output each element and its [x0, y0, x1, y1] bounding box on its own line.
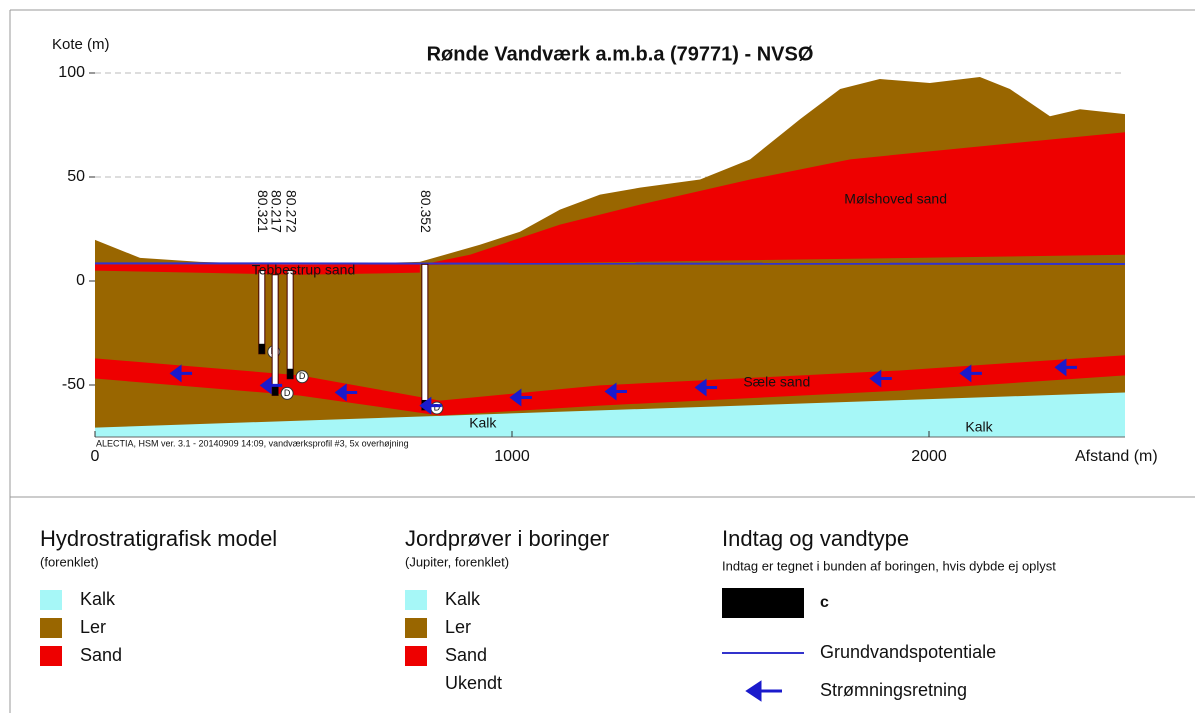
- borehole-marker: D: [434, 402, 441, 412]
- legend-swatch: [405, 618, 427, 638]
- x-axis-label: Afstand (m): [1075, 448, 1158, 465]
- y-tick-label: -50: [62, 376, 85, 393]
- legend-label: Kalk: [80, 589, 116, 609]
- legend-subtitle: (Jupiter, forenklet): [405, 554, 509, 569]
- borehole-marker: D: [299, 371, 306, 381]
- page: Rønde Vandværk a.m.b.a (79771) - NVSØ Ko…: [0, 0, 1195, 713]
- legend-title: Hydrostratigrafisk model: [40, 526, 277, 551]
- legend-label: Ler: [80, 617, 106, 637]
- layer-label: Kalk: [965, 418, 993, 434]
- y-tick-label: 0: [76, 272, 85, 289]
- layer-label: Mølshoved sand: [844, 191, 947, 207]
- layer-label: Tebbestrup sand: [252, 261, 356, 277]
- legend-swatch: [405, 646, 427, 666]
- y-tick-label: 100: [58, 64, 85, 81]
- borehole: [422, 264, 428, 410]
- borehole-marker: D: [284, 388, 291, 398]
- x-tick-label: 2000: [911, 448, 947, 465]
- chart-title: Rønde Vandværk a.m.b.a (79771) - NVSØ: [427, 43, 814, 65]
- legend-label: Sand: [445, 645, 487, 665]
- groundwater-line: [95, 263, 1125, 264]
- legend-swatch: [40, 646, 62, 666]
- x-tick-label: 0: [91, 448, 100, 465]
- legend-subtitle: (forenklet): [40, 554, 99, 569]
- legend-label: Sand: [80, 645, 122, 665]
- borehole: [259, 271, 265, 354]
- legend-label: Strømningsretning: [820, 680, 967, 700]
- layer-label: Kalk: [469, 414, 497, 430]
- borehole: [272, 275, 278, 396]
- legend-label: Grundvandspotentiale: [820, 642, 996, 662]
- legend-arrow: [748, 683, 782, 699]
- borehole-intake: [287, 369, 293, 379]
- x-tick-label: 1000: [494, 448, 530, 465]
- legend-swatch: [40, 590, 62, 610]
- borehole-intake: [259, 344, 265, 354]
- legend-swatch: [722, 588, 804, 618]
- legend-swatch: [40, 618, 62, 638]
- y-axis-label: Kote (m): [52, 36, 110, 53]
- legend-title: Indtag og vandtype: [722, 526, 909, 551]
- legend-subtitle: Indtag er tegnet i bunden af boringen, h…: [722, 558, 1056, 573]
- legend-label: c: [820, 594, 829, 611]
- legend-swatch: [405, 590, 427, 610]
- legend-label: Kalk: [445, 589, 481, 609]
- footer-note: ALECTIA, HSM ver. 3.1 - 20140909 14:09, …: [96, 438, 409, 448]
- legend-title: Jordprøver i boringer: [405, 526, 609, 551]
- legend-label: Ukendt: [445, 673, 502, 693]
- legend-label: Ler: [445, 617, 471, 637]
- borehole-label: 80.217: [268, 190, 284, 233]
- borehole-label: 80.272: [283, 190, 299, 233]
- layer-label: Sæle sand: [743, 374, 810, 390]
- borehole-label: 80.352: [418, 190, 434, 233]
- y-tick-label: 50: [67, 168, 85, 185]
- borehole: [287, 271, 293, 379]
